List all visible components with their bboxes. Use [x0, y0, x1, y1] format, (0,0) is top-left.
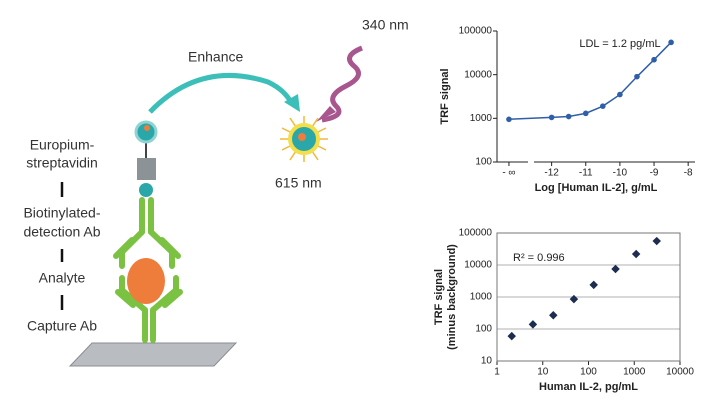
emission-label: 615 nm	[275, 175, 322, 191]
point	[569, 294, 579, 304]
x-tick-label: 1	[494, 367, 500, 378]
y-tick-label: 100000	[459, 228, 493, 239]
y-tick-label: 10000	[464, 69, 492, 80]
x-tick-label: 100	[580, 367, 597, 378]
excitation-label: 340 nm	[362, 17, 409, 33]
point	[668, 39, 674, 46]
europium	[134, 120, 158, 144]
y-tick-label: 1000	[470, 113, 493, 124]
detection-antibody	[113, 197, 181, 269]
x-axis-title: Log [Human IL-2], g/mL	[535, 182, 658, 194]
y-axis-title: TRF signal	[433, 269, 445, 325]
wave-head	[316, 106, 336, 122]
point	[651, 56, 657, 63]
point	[506, 116, 512, 123]
emitting-core	[298, 133, 306, 141]
y-tick-label: 10	[481, 356, 493, 367]
y-axis-title: TRF signal	[439, 68, 451, 124]
plate	[68, 342, 238, 367]
europium-core	[144, 125, 150, 131]
x-tick-label: -11	[579, 168, 593, 179]
x-axis-title: Human IL-2, pg/mL	[539, 381, 638, 393]
europium-label: Europium-	[30, 137, 95, 153]
point	[582, 110, 589, 117]
x-tick-label: 10000	[666, 367, 694, 378]
capture-antibody	[115, 275, 183, 343]
y-tick-label: 10000	[464, 260, 492, 271]
biotin	[139, 183, 153, 197]
y-axis-title: (minus background)	[446, 244, 458, 350]
point	[589, 280, 598, 290]
capture-label: Capture Ab	[27, 318, 97, 334]
x-tick-label: -12	[544, 168, 559, 179]
assay-diagram	[60, 45, 363, 367]
annotation: LDL = 1.2 pg/mL	[579, 38, 660, 50]
streptavidin	[137, 158, 156, 180]
series-line	[508, 41, 672, 121]
annotation: R² = 0.996	[513, 252, 565, 264]
europium-label: streptavidin	[26, 155, 98, 171]
x-tick-label: -8	[684, 168, 693, 179]
x-tick-label: 1000	[623, 367, 646, 378]
y-tick-label: 100000	[459, 26, 493, 37]
x-tick-label: -9	[650, 168, 659, 179]
enhance-arrow	[148, 73, 295, 114]
point	[548, 114, 555, 121]
detection-label: Biotinylated-	[23, 205, 100, 221]
point	[652, 236, 661, 246]
point	[565, 113, 572, 120]
y-tick-label: 100	[475, 157, 492, 168]
point	[611, 264, 620, 274]
point	[507, 331, 516, 341]
point	[549, 310, 558, 320]
detection-label: detection Ab	[23, 224, 100, 240]
x-tick-label: -10	[613, 168, 628, 179]
point	[631, 249, 641, 259]
point	[600, 103, 606, 109]
excitation-wave	[321, 45, 363, 123]
analyte	[127, 258, 165, 304]
point	[528, 320, 538, 329]
analyte-label: Analyte	[39, 270, 86, 286]
x-tick-label: 10	[537, 367, 549, 378]
plot-frame	[496, 232, 681, 362]
y-tick-label: 100	[475, 324, 492, 335]
y-tick-label: 1000	[470, 292, 493, 303]
x-tick-label: - ∞	[502, 168, 515, 179]
point	[634, 73, 640, 80]
arrow-head	[284, 94, 300, 112]
enhance-label: Enhance	[188, 49, 243, 65]
point	[617, 91, 623, 98]
